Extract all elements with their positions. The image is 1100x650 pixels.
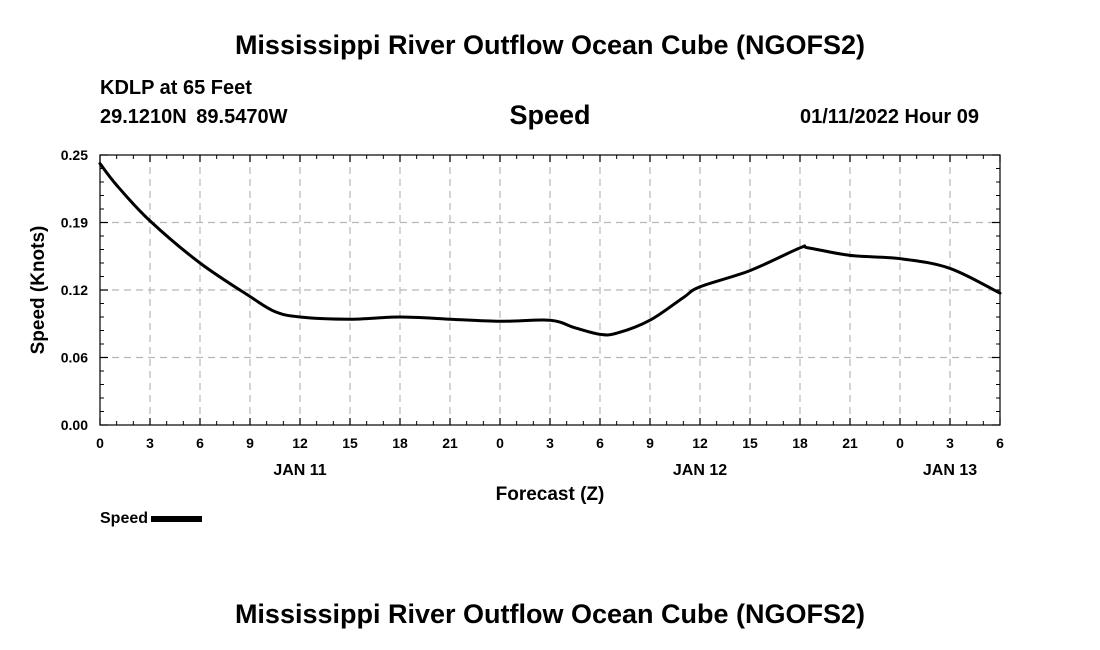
x-tick-labels: 0 3 6 9 12 15 18 21 0 3 6 9 12 15 18 21 0 3 6 [96,435,1004,451]
axis-ticks [99,154,1001,426]
x-tick-label: 15 [342,435,358,451]
x-tick-label: 9 [246,435,254,451]
x-tick-label: 0 [896,435,904,451]
x-tick-label: 12 [692,435,708,451]
x-tick-label: 6 [996,435,1004,451]
x-tick-label: 18 [792,435,808,451]
x-tick-label: 18 [392,435,408,451]
legend-swatch [151,516,203,522]
x-tick-label: 3 [146,435,154,451]
chart-title: Mississippi River Outflow Ocean Cube (NG… [234,30,866,60]
x-tick-label: 21 [442,435,458,451]
date-labels: JAN 11 JAN 12 JAN 13 [273,462,977,479]
grid [100,155,1000,425]
x-tick-label: 0 [496,435,504,451]
x-tick-label: 12 [292,435,308,451]
y-tick-labels: 0.00 0.06 0.12 0.19 0.25 [61,147,88,433]
date-label: JAN 11 [273,462,326,479]
y-tick-label: 0.25 [61,147,88,163]
speed-chart: 0.00 0.06 0.12 0.19 0.25 0 3 6 9 12 15 18 21 0 3 6 9 12 1… [28,147,1004,505]
x-tick-label: 6 [596,435,604,451]
x-tick-label: 3 [946,435,954,451]
x-tick-label: 15 [742,435,758,451]
y-tick-label: 0.12 [61,282,88,298]
y-tick-label: 0.06 [61,350,88,366]
speed-series-line [98,162,1002,337]
x-tick-label: 3 [546,435,554,451]
legend-label: Speed [100,510,149,527]
datetime-label: 01/11/2022 Hour 09 [800,106,980,128]
x-axis-label: Forecast (Z) [496,484,605,505]
legend: Speed [100,510,203,530]
x-tick-label: 6 [196,435,204,451]
y-tick-label: 0.00 [61,417,88,433]
coordinates-label: 29.1210N 89.5470W [100,106,288,128]
y-tick-label: 0.19 [61,215,88,231]
x-tick-label: 9 [646,435,654,451]
footer-title: Mississippi River Outflow Ocean Cube (NG… [234,599,866,629]
x-tick-label: 21 [842,435,858,451]
date-label: JAN 13 [923,462,977,479]
x-tick-label: 0 [96,435,104,451]
parameter-title: Speed [509,100,591,130]
y-axis-label: Speed (Knots) [28,226,49,355]
date-label: JAN 12 [673,462,727,479]
station-label: KDLP at 65 Feet [100,77,252,99]
